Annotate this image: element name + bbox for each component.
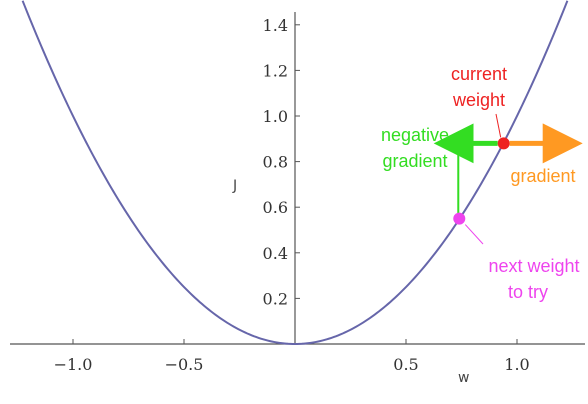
next-weight-label-line1: next weight xyxy=(488,256,579,276)
next-weight-pointer-line xyxy=(464,224,484,245)
y-tick-label: 0.6 xyxy=(263,198,288,217)
y-tick-label: 0.2 xyxy=(263,289,288,308)
y-tick-label: 1.4 xyxy=(263,16,288,35)
y-tick-label: 1.0 xyxy=(263,107,288,126)
negative-gradient-label-line2: gradient xyxy=(382,151,447,171)
current-weight-point xyxy=(497,137,510,150)
next-weight-label-line2: to try xyxy=(508,282,548,302)
y-tick-label: 1.2 xyxy=(263,61,288,80)
gradient-label: gradient xyxy=(510,166,575,186)
next-weight-point xyxy=(453,212,466,225)
y-axis-label: J xyxy=(232,178,237,194)
x-axis-label: w xyxy=(458,370,469,386)
current-weight-pointer-line xyxy=(495,113,502,138)
current-weight-label-line2: weight xyxy=(452,90,505,110)
series-line-j-of-w xyxy=(21,0,569,346)
negative-gradient-label-line1: negative xyxy=(381,125,449,145)
y-tick-label: 0.4 xyxy=(263,244,288,263)
current-weight-label-line1: current xyxy=(451,64,507,84)
y-tick-label: 0.8 xyxy=(263,153,288,172)
x-tick-label: 0.5 xyxy=(393,355,418,374)
x-tick-label: 1.0 xyxy=(504,355,529,374)
x-tick-label: −1.0 xyxy=(54,355,93,374)
x-tick-label: −0.5 xyxy=(165,355,204,374)
